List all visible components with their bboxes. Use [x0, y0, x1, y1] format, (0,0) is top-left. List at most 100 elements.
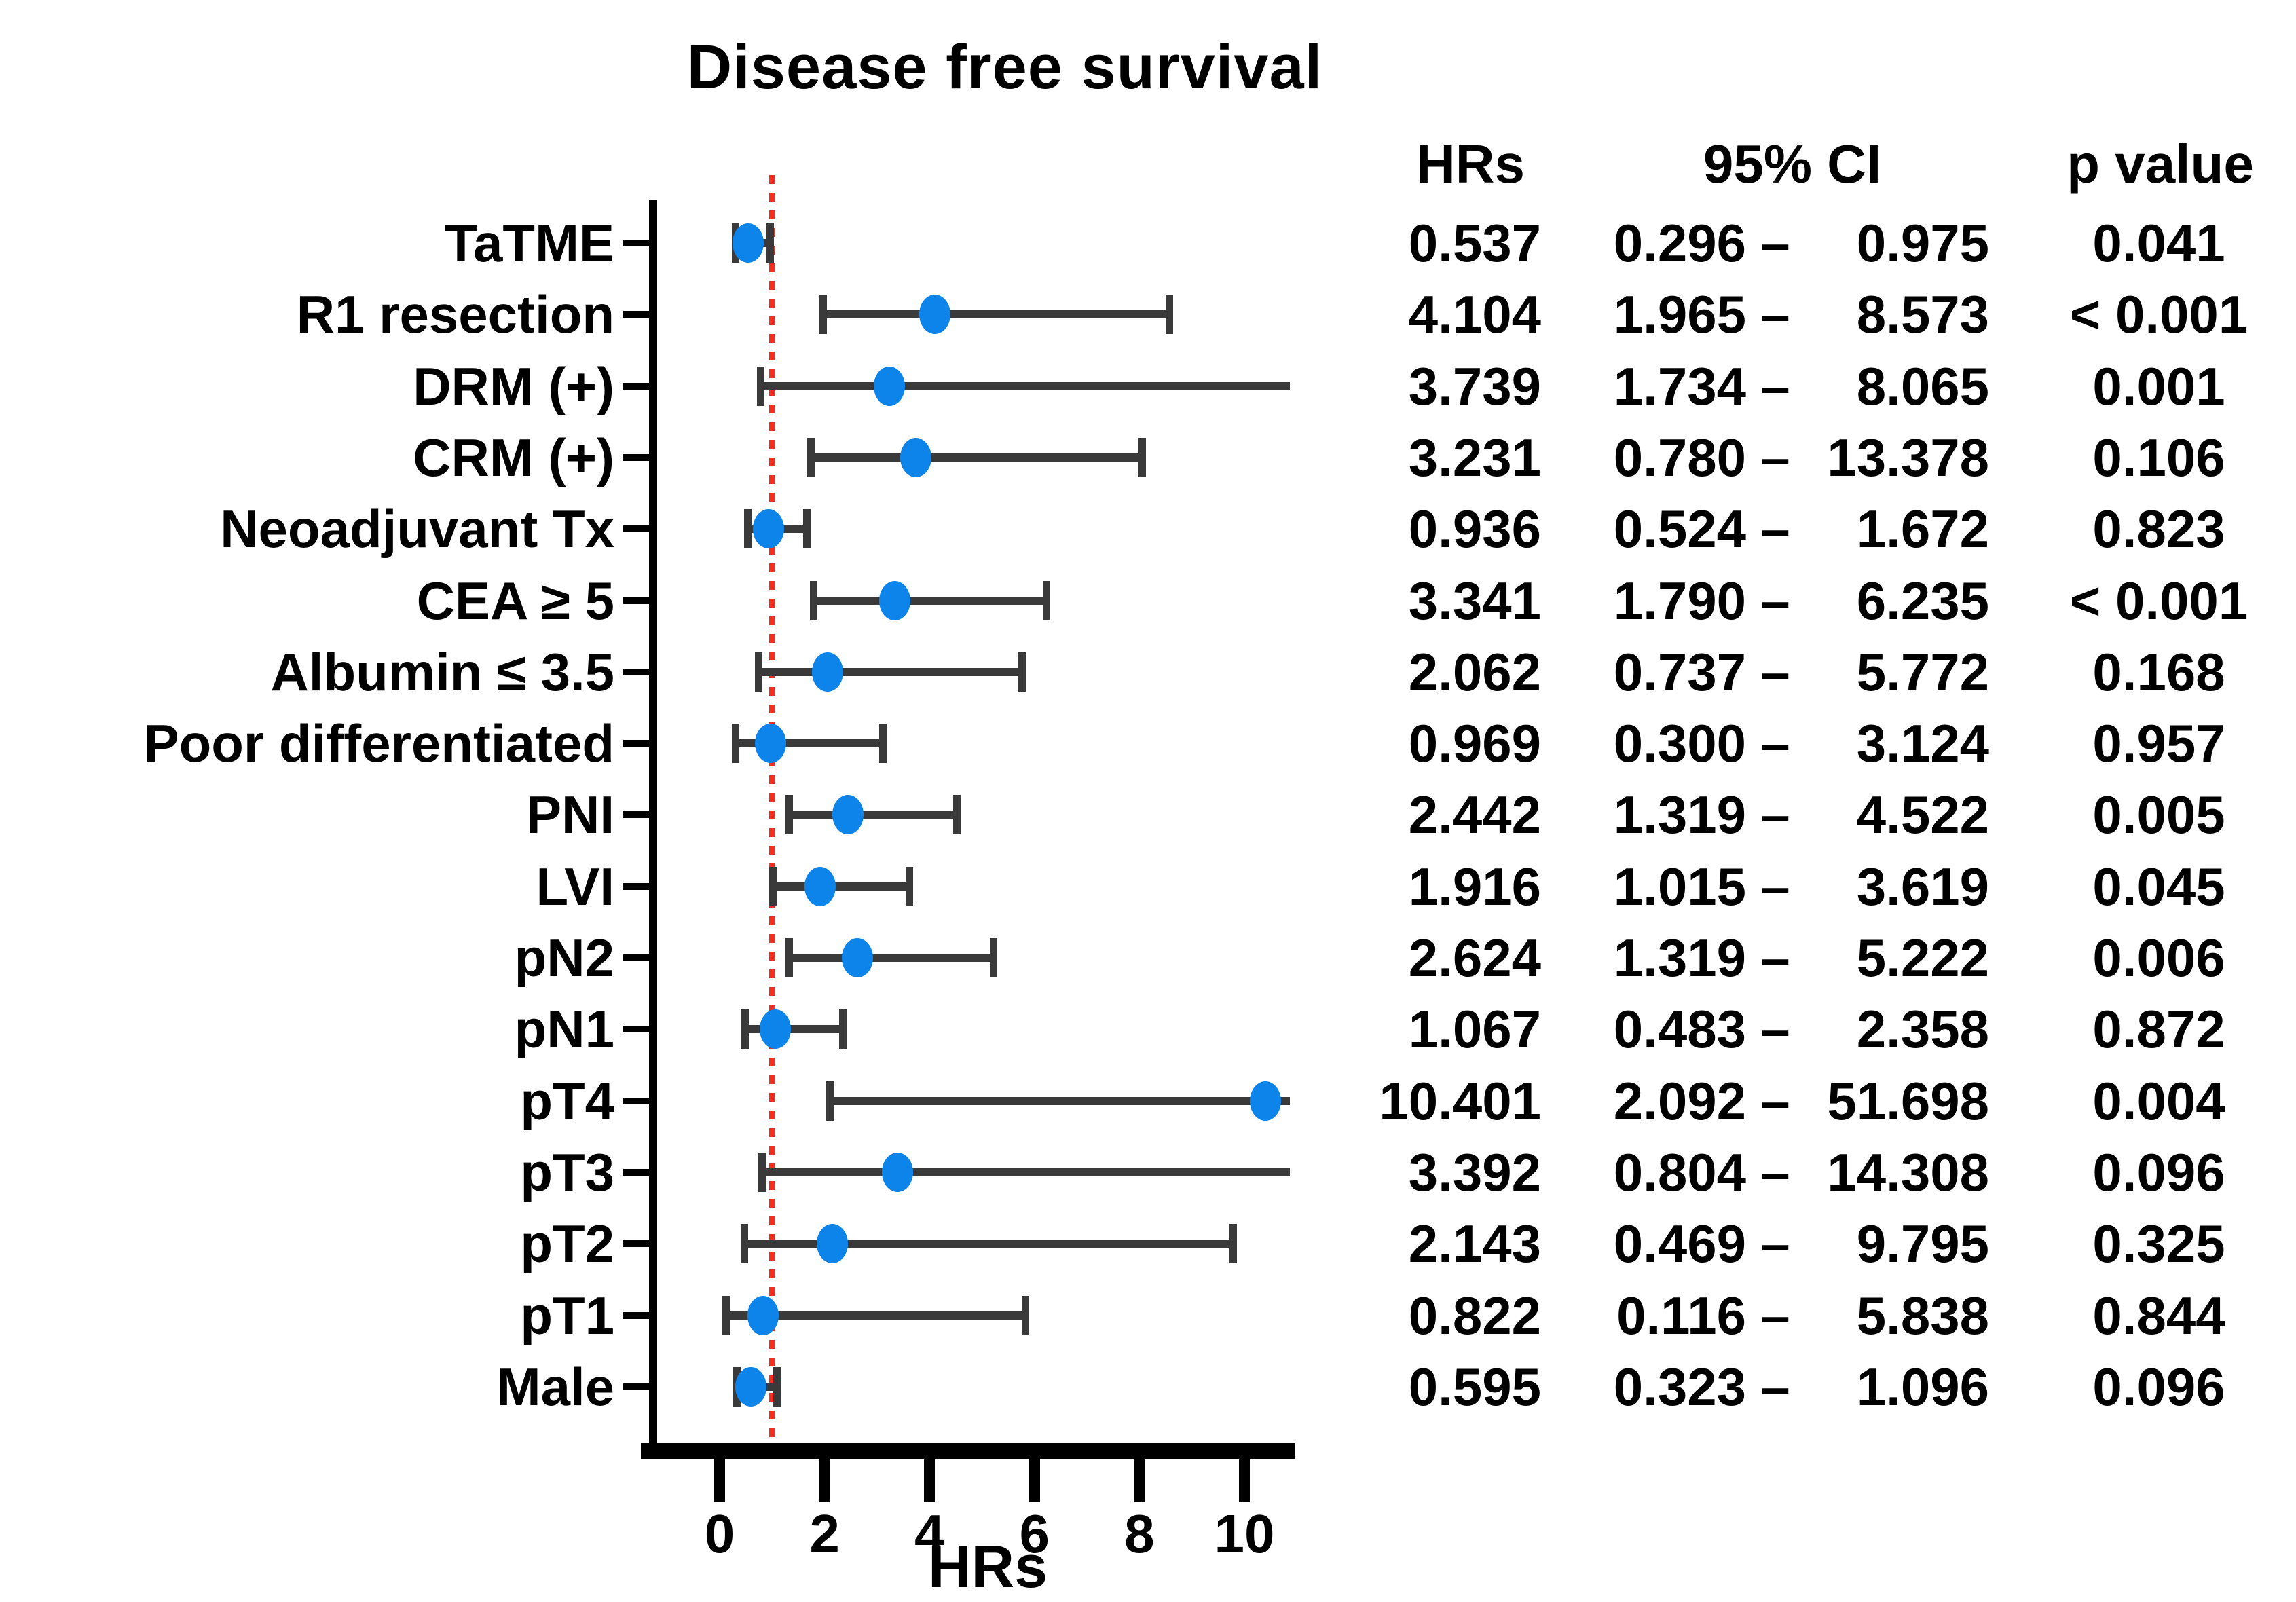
- row-label: pT3: [520, 1142, 614, 1202]
- ci-cap-right: [773, 1366, 781, 1407]
- row-label: LVI: [536, 856, 614, 916]
- row-label: pN1: [514, 999, 614, 1060]
- ci-cap-left: [732, 724, 740, 764]
- table-header-hrs: HRs: [1415, 134, 1525, 194]
- row-label: CEA ≥ 5: [416, 570, 614, 631]
- table-cell-ci-low: 0.323: [1613, 1356, 1746, 1417]
- table-cell-ci-high: 5.772: [1856, 641, 1989, 702]
- x-axis-tick-label: 2: [809, 1504, 840, 1564]
- hr-point-marker: [873, 366, 905, 406]
- table-cell-ci-low: 0.116: [1616, 1285, 1746, 1345]
- ci-cap-left: [810, 580, 818, 620]
- ci-whisker: [773, 882, 910, 891]
- y-axis-tick: [623, 882, 649, 890]
- table-cell-hr: 3.341: [1408, 570, 1541, 631]
- table-cell-ci-dash: –: [1760, 928, 1790, 988]
- hr-point-marker: [735, 1366, 766, 1407]
- y-axis-tick: [623, 240, 649, 246]
- row-label: Albumin ≤ 3.5: [270, 641, 614, 702]
- table-cell-pvalue: 0.957: [2092, 713, 2225, 774]
- table-cell-ci-low: 1.734: [1613, 356, 1746, 416]
- row-label: TaTME: [445, 213, 614, 273]
- table-cell-pvalue: 0.872: [2092, 999, 2225, 1060]
- row-label: R1 resection: [296, 284, 614, 345]
- table-cell-ci-high: 6.235: [1856, 570, 1989, 631]
- table-cell-ci-high: 1.096: [1856, 1356, 1989, 1417]
- reference-line-hr1: [769, 175, 775, 1443]
- y-axis-tick: [623, 1383, 649, 1390]
- row-label: Male: [496, 1356, 614, 1417]
- y-axis-tick: [623, 1311, 649, 1319]
- ci-cap-left: [807, 437, 815, 477]
- ci-cap-right: [1042, 580, 1050, 620]
- table-cell-hr: 3.739: [1408, 356, 1541, 416]
- table-cell-ci-low: 1.319: [1613, 928, 1746, 988]
- ci-cap-right: [1165, 295, 1173, 335]
- row-label: Poor differentiated: [143, 713, 614, 774]
- table-cell-ci-high: 1.672: [1856, 499, 1989, 559]
- table-cell-hr: 3.231: [1408, 427, 1541, 487]
- hr-point-marker: [900, 437, 932, 477]
- y-axis-tick: [623, 954, 649, 961]
- hr-point-marker: [919, 295, 951, 335]
- x-axis-tick-label: 4: [914, 1504, 945, 1564]
- table-cell-hr: 1.916: [1408, 856, 1541, 916]
- ci-whisker: [811, 453, 1143, 462]
- ci-whisker: [813, 596, 1047, 605]
- x-axis-tick-label: 10: [1214, 1504, 1275, 1564]
- table-cell-hr: 0.595: [1408, 1356, 1541, 1417]
- table-cell-ci-low: 1.790: [1613, 570, 1746, 631]
- table-cell-pvalue: 0.168: [2092, 641, 2225, 702]
- x-axis-spine: [641, 1443, 1295, 1459]
- y-axis-tick: [623, 382, 649, 390]
- table-header-95ci: 95% CI: [1703, 134, 1882, 194]
- table-cell-ci-low: 0.483: [1613, 999, 1746, 1060]
- table-cell-ci-low: 1.965: [1613, 284, 1746, 345]
- table-cell-ci-dash: –: [1760, 570, 1790, 631]
- table-cell-pvalue: 0.006: [2092, 928, 2225, 988]
- ci-whisker: [758, 667, 1023, 676]
- ci-cap-right: [1018, 652, 1026, 692]
- table-cell-ci-dash: –: [1760, 1285, 1790, 1345]
- y-axis-tick: [623, 1168, 649, 1176]
- y-axis-spine: [649, 200, 657, 1459]
- y-axis-tick: [623, 1026, 649, 1033]
- table-cell-hr: 2.143: [1408, 1214, 1541, 1274]
- row-label: DRM (+): [413, 356, 614, 416]
- table-cell-pvalue: 0.004: [2092, 1070, 2225, 1131]
- table-cell-ci-dash: –: [1760, 499, 1790, 559]
- table-cell-pvalue: 0.096: [2092, 1142, 2225, 1202]
- ci-cap-left: [743, 509, 752, 549]
- table-cell-hr: 0.936: [1408, 499, 1541, 559]
- table-cell-ci-high: 9.795: [1856, 1214, 1989, 1274]
- table-cell-ci-dash: –: [1760, 856, 1790, 916]
- table-cell-hr: 2.624: [1408, 928, 1541, 988]
- x-axis-tick-label: 8: [1124, 1504, 1155, 1564]
- table-cell-hr: 4.104: [1408, 284, 1541, 345]
- hr-point-marker: [882, 1152, 914, 1192]
- table-cell-ci-high: 2.358: [1856, 999, 1989, 1060]
- table-cell-pvalue: 0.096: [2092, 1356, 2225, 1417]
- table-cell-ci-dash: –: [1760, 213, 1790, 273]
- table-cell-ci-high: 13.378: [1827, 427, 1989, 487]
- ci-cap-left: [819, 295, 827, 335]
- table-cell-ci-dash: –: [1760, 785, 1790, 845]
- table-cell-ci-high: 8.065: [1856, 356, 1989, 416]
- x-axis-tick-label: 0: [704, 1504, 735, 1564]
- table-cell-ci-dash: –: [1760, 1070, 1790, 1131]
- table-cell-ci-high: 4.522: [1856, 785, 1989, 845]
- ci-cap-right: [905, 866, 913, 906]
- x-axis-tick: [924, 1459, 936, 1502]
- ci-cap-right: [952, 795, 961, 835]
- y-axis-tick: [623, 1240, 649, 1248]
- table-cell-hr: 1.067: [1408, 999, 1541, 1060]
- table-cell-pvalue: 0.844: [2092, 1285, 2225, 1345]
- table-cell-ci-high: 0.975: [1856, 213, 1989, 273]
- table-cell-ci-low: 0.300: [1613, 713, 1746, 774]
- ci-cap-right: [1229, 1224, 1238, 1264]
- hr-point-marker: [832, 795, 864, 835]
- ci-whisker: [744, 1240, 1234, 1248]
- ci-whisker: [822, 310, 1170, 319]
- table-cell-ci-dash: –: [1760, 1214, 1790, 1274]
- table-cell-ci-high: 3.619: [1856, 856, 1989, 916]
